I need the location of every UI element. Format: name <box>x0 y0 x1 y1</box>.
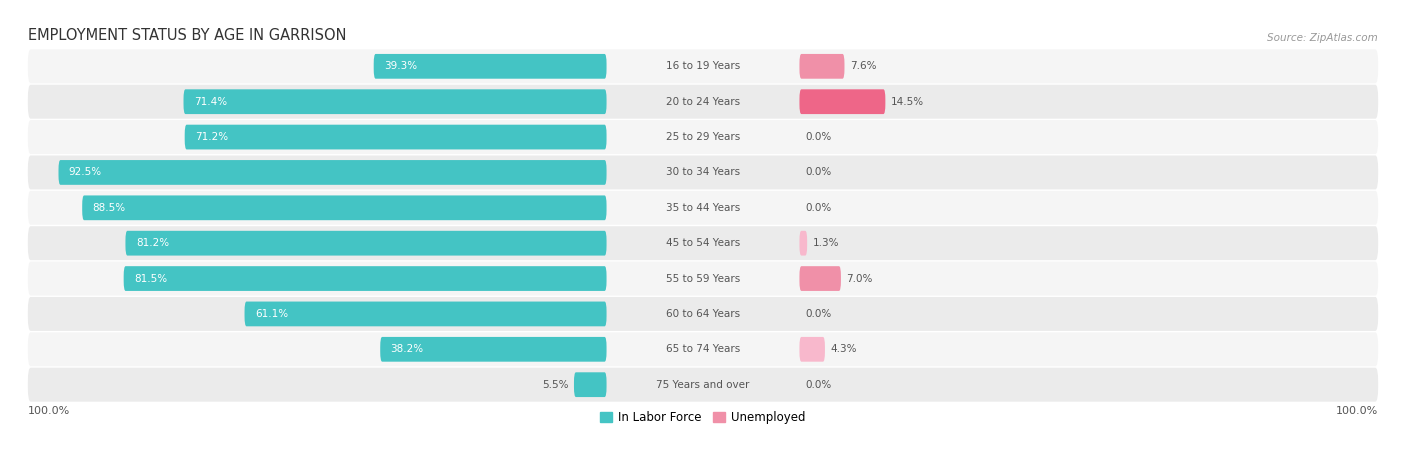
FancyBboxPatch shape <box>374 54 606 79</box>
Text: EMPLOYMENT STATUS BY AGE IN GARRISON: EMPLOYMENT STATUS BY AGE IN GARRISON <box>28 28 346 43</box>
Text: 0.0%: 0.0% <box>806 380 831 390</box>
Text: 55 to 59 Years: 55 to 59 Years <box>666 274 740 284</box>
Text: 25 to 29 Years: 25 to 29 Years <box>666 132 740 142</box>
Text: 81.5%: 81.5% <box>134 274 167 284</box>
Legend: In Labor Force, Unemployed: In Labor Force, Unemployed <box>596 406 810 429</box>
Text: 100.0%: 100.0% <box>1336 406 1378 416</box>
FancyBboxPatch shape <box>184 89 606 114</box>
FancyBboxPatch shape <box>184 124 606 149</box>
FancyBboxPatch shape <box>800 337 825 362</box>
FancyBboxPatch shape <box>82 195 606 220</box>
Text: 61.1%: 61.1% <box>254 309 288 319</box>
FancyBboxPatch shape <box>28 368 1378 402</box>
Text: 60 to 64 Years: 60 to 64 Years <box>666 309 740 319</box>
Text: 38.2%: 38.2% <box>391 344 423 354</box>
FancyBboxPatch shape <box>800 231 807 256</box>
Text: 16 to 19 Years: 16 to 19 Years <box>666 61 740 71</box>
FancyBboxPatch shape <box>28 297 1378 331</box>
FancyBboxPatch shape <box>800 266 841 291</box>
FancyBboxPatch shape <box>28 49 1378 83</box>
Text: 14.5%: 14.5% <box>891 97 924 107</box>
FancyBboxPatch shape <box>28 120 1378 154</box>
Text: 30 to 34 Years: 30 to 34 Years <box>666 167 740 177</box>
FancyBboxPatch shape <box>28 262 1378 295</box>
Text: 88.5%: 88.5% <box>93 203 125 213</box>
Text: 65 to 74 Years: 65 to 74 Years <box>666 344 740 354</box>
Text: 0.0%: 0.0% <box>806 167 831 177</box>
FancyBboxPatch shape <box>574 372 606 397</box>
Text: 7.0%: 7.0% <box>846 274 873 284</box>
FancyBboxPatch shape <box>28 191 1378 225</box>
Text: 39.3%: 39.3% <box>384 61 418 71</box>
Text: 0.0%: 0.0% <box>806 203 831 213</box>
FancyBboxPatch shape <box>245 302 606 327</box>
Text: 7.6%: 7.6% <box>851 61 876 71</box>
Text: Source: ZipAtlas.com: Source: ZipAtlas.com <box>1267 33 1378 43</box>
FancyBboxPatch shape <box>59 160 606 185</box>
FancyBboxPatch shape <box>125 231 606 256</box>
FancyBboxPatch shape <box>380 337 606 362</box>
Text: 4.3%: 4.3% <box>831 344 856 354</box>
Text: 20 to 24 Years: 20 to 24 Years <box>666 97 740 107</box>
Text: 45 to 54 Years: 45 to 54 Years <box>666 238 740 248</box>
Text: 1.3%: 1.3% <box>813 238 839 248</box>
Text: 81.2%: 81.2% <box>136 238 169 248</box>
FancyBboxPatch shape <box>28 156 1378 189</box>
FancyBboxPatch shape <box>28 85 1378 119</box>
Text: 0.0%: 0.0% <box>806 132 831 142</box>
FancyBboxPatch shape <box>124 266 606 291</box>
FancyBboxPatch shape <box>28 226 1378 260</box>
FancyBboxPatch shape <box>800 89 886 114</box>
Text: 0.0%: 0.0% <box>806 309 831 319</box>
FancyBboxPatch shape <box>28 332 1378 366</box>
Text: 5.5%: 5.5% <box>541 380 568 390</box>
Text: 71.2%: 71.2% <box>195 132 228 142</box>
Text: 71.4%: 71.4% <box>194 97 226 107</box>
FancyBboxPatch shape <box>800 54 845 79</box>
Text: 35 to 44 Years: 35 to 44 Years <box>666 203 740 213</box>
Text: 75 Years and over: 75 Years and over <box>657 380 749 390</box>
Text: 100.0%: 100.0% <box>28 406 70 416</box>
Text: 92.5%: 92.5% <box>69 167 103 177</box>
